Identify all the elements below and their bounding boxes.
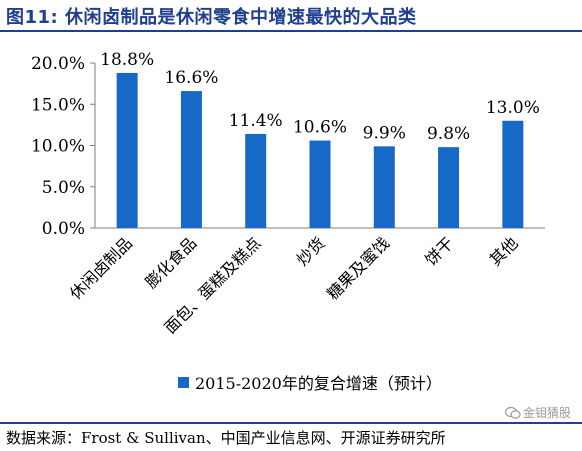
- bar: [373, 146, 395, 228]
- x-tick-label: 饼干: [421, 233, 457, 269]
- title-divider: [0, 30, 582, 32]
- source-note: 数据来源：Frost & Sullivan、中国产业信息网、开源证券研究所: [6, 429, 446, 447]
- x-tick-label: 炒货: [293, 233, 329, 269]
- bar: [438, 147, 460, 228]
- figure-title: 图11: 休闲卤制品是休闲零食中增速最快的大品类: [6, 7, 417, 28]
- y-tick-label: 20.0%: [31, 54, 85, 74]
- legend: 2015-2020年的复合增速（预计）: [178, 370, 442, 394]
- y-tick-label: 10.0%: [31, 137, 85, 157]
- data-label: 10.6%: [293, 118, 347, 138]
- x-tick-label: 其他: [486, 233, 522, 269]
- bar: [502, 120, 524, 228]
- watermark: 金钼猜股: [505, 404, 571, 421]
- x-tick-label: 糖果及蜜饯: [323, 233, 393, 303]
- x-tick-label: 膨化食品: [142, 233, 201, 292]
- wechat-icon: [505, 406, 521, 419]
- bar: [116, 72, 138, 229]
- legend-label: 2015-2020年的复合增速（预计）: [195, 374, 442, 393]
- data-label: 18.8%: [100, 50, 154, 70]
- watermark-text: 金钼猜股: [523, 406, 572, 420]
- data-label: 9.8%: [427, 124, 470, 144]
- bar: [180, 91, 202, 228]
- source-divider: [0, 422, 582, 424]
- bar: [309, 140, 331, 228]
- bar: [245, 133, 267, 228]
- legend-swatch: [178, 376, 189, 388]
- data-label: 13.0%: [486, 98, 540, 118]
- x-tick-label: 休闲卤制品: [66, 233, 136, 303]
- y-tick-label: 15.0%: [31, 95, 85, 115]
- y-tick-label: 0.0%: [42, 219, 85, 239]
- data-label: 16.6%: [164, 68, 218, 88]
- data-label: 9.9%: [363, 123, 406, 143]
- data-label: 11.4%: [229, 111, 283, 131]
- y-tick-label: 5.0%: [42, 178, 85, 198]
